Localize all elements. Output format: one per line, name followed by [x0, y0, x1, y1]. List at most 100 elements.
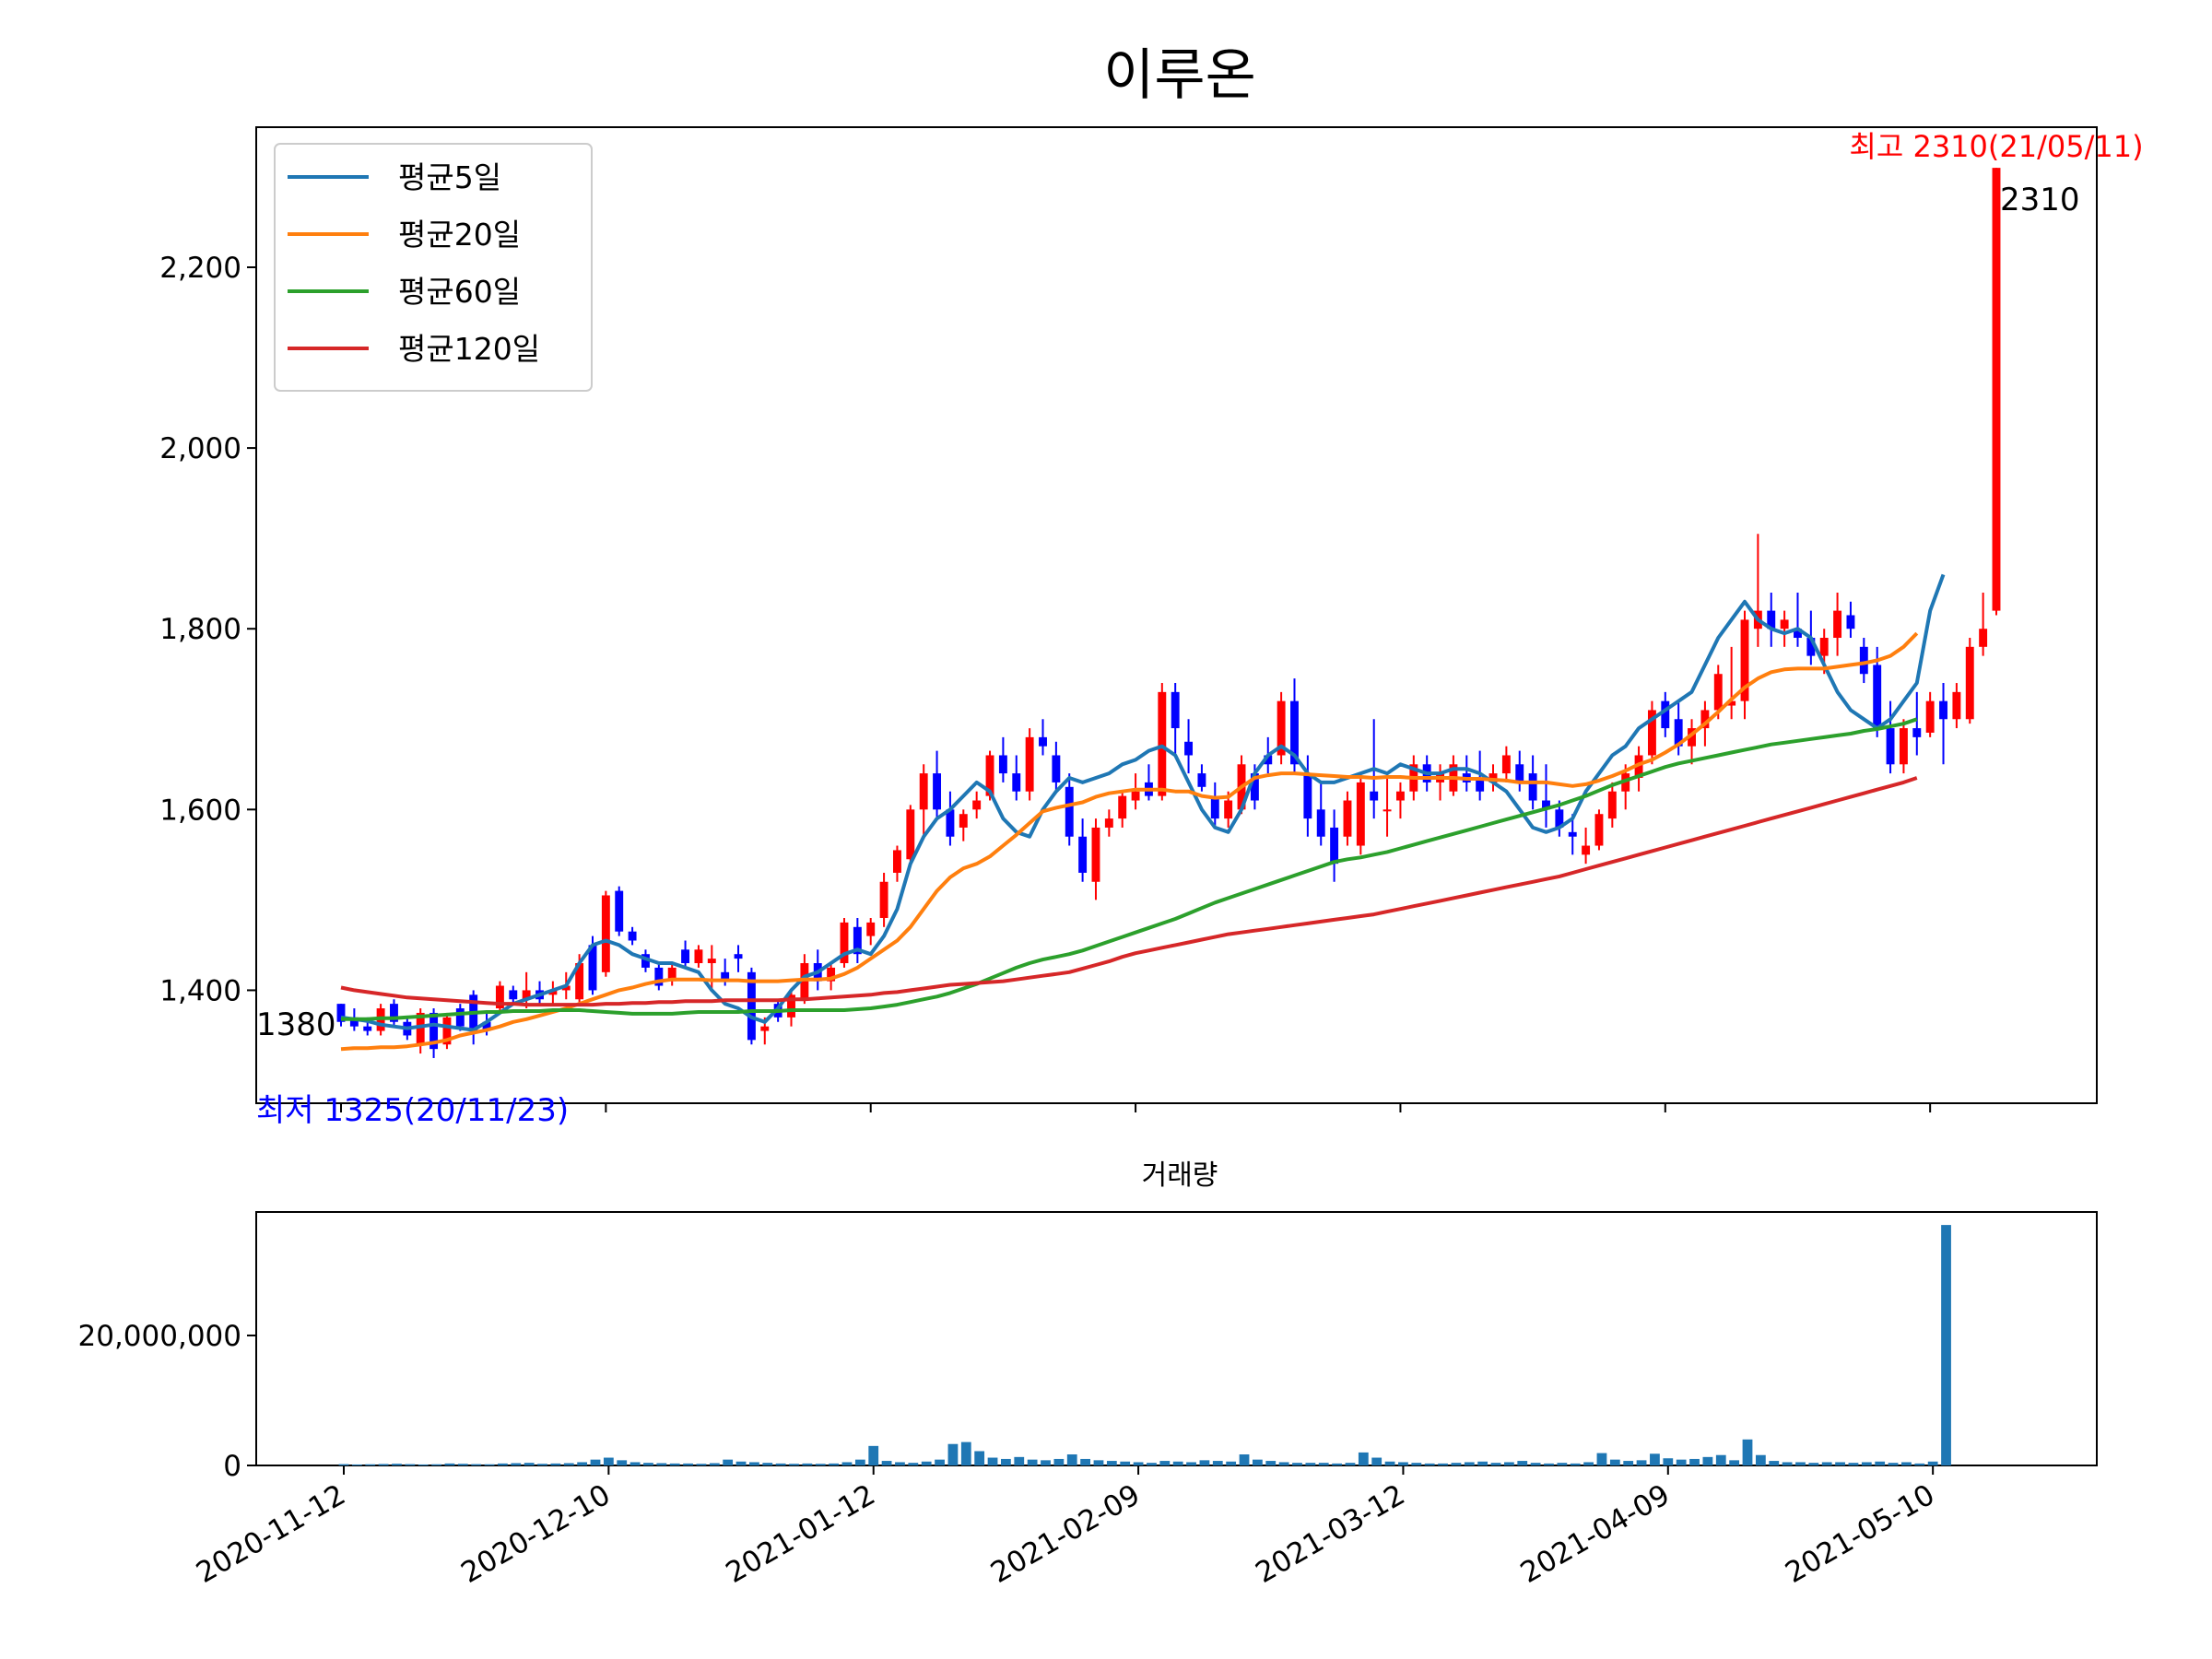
volume-bar [1345, 1463, 1356, 1465]
candle-body [1713, 674, 1723, 711]
candle [509, 985, 518, 1005]
volume-bar [1503, 1462, 1514, 1465]
candle [390, 999, 398, 1027]
volume-bar [974, 1451, 985, 1465]
volume-bar [1120, 1461, 1131, 1465]
volume-bar [1702, 1456, 1713, 1465]
legend-box [274, 143, 593, 392]
legend-label: 평균20일 [398, 217, 521, 253]
candle [1859, 638, 1868, 684]
candle-body [1078, 836, 1088, 873]
candle [1607, 782, 1617, 828]
volume-bar [1715, 1454, 1726, 1465]
volume-bar [1914, 1463, 1925, 1465]
candle [1886, 700, 1895, 774]
volume-bar [563, 1463, 574, 1465]
candle-body [866, 922, 876, 936]
candle-body [654, 967, 664, 986]
volume-bar [1650, 1453, 1660, 1465]
volume-bar [498, 1463, 508, 1465]
candle [879, 872, 888, 927]
candle [442, 1012, 452, 1050]
candle-body [416, 1012, 425, 1045]
candle [641, 949, 650, 972]
candle [1912, 691, 1922, 756]
candle [667, 963, 677, 986]
candle-body [1806, 638, 1816, 656]
candle-body [933, 773, 942, 810]
candle-body [1356, 782, 1365, 846]
candle-body [1528, 773, 1537, 801]
candle-body [1250, 773, 1259, 801]
candle-body [363, 1026, 372, 1031]
volume-bar [868, 1445, 879, 1465]
volume-bar [709, 1463, 720, 1465]
candle-body [1316, 809, 1325, 837]
candle [1833, 592, 1842, 656]
volume-bar [1332, 1463, 1342, 1465]
volume-bar [1147, 1463, 1157, 1465]
volume-bar [1755, 1454, 1766, 1465]
volume-bar [1253, 1459, 1263, 1465]
candle-body [1700, 710, 1710, 729]
volume-bar [590, 1459, 601, 1465]
ma-line-1 [340, 573, 1946, 1032]
candle-body [1065, 786, 1074, 837]
volume-bar [1464, 1462, 1475, 1465]
volume-bar [1782, 1462, 1793, 1465]
candle-body [840, 922, 849, 964]
candle-body [998, 755, 1007, 774]
candle-body [1674, 719, 1683, 747]
volume-bar [603, 1457, 614, 1465]
candle [1210, 782, 1219, 828]
volume-bar [524, 1463, 535, 1465]
candle-body [1197, 773, 1206, 787]
candle [1939, 683, 1947, 765]
candle-body [601, 895, 610, 972]
volume-bar [629, 1462, 641, 1465]
volume-bar [908, 1463, 919, 1465]
volume-bar [444, 1463, 455, 1465]
candle [1184, 719, 1194, 774]
candle [1025, 728, 1034, 801]
volume-bar [617, 1460, 628, 1465]
volume-bar [1014, 1456, 1025, 1465]
price-y-tick-label: 1,400 [159, 974, 241, 1007]
first-close-annotation: 1380 [256, 1006, 336, 1043]
candle-body [1912, 728, 1922, 737]
candle-body [1952, 691, 1961, 720]
volume-bar [1053, 1458, 1065, 1465]
volume-bar [378, 1464, 389, 1465]
volume-bar [1066, 1454, 1077, 1465]
volume-bar [1821, 1462, 1832, 1465]
volume-bar [1318, 1463, 1329, 1465]
volume-bar [735, 1461, 747, 1465]
volume-bar [643, 1463, 653, 1465]
price-plot-frame [255, 126, 2098, 1104]
candle [1277, 691, 1286, 765]
volume-bar [1676, 1459, 1687, 1465]
volume-bar [881, 1461, 892, 1465]
volume-bar [1438, 1463, 1448, 1465]
candle [1501, 746, 1511, 782]
candle-body [1382, 809, 1392, 812]
candle [1012, 755, 1021, 801]
price-y-axis: 1,400 1,600 1,800 2,000 2,200 [159, 252, 256, 1007]
volume-bar [1424, 1463, 1435, 1465]
candle-body [1647, 710, 1656, 756]
volume-bar [762, 1463, 773, 1465]
candle-body [1859, 646, 1868, 675]
legend-entry: 평균60일 [288, 274, 521, 310]
candle [946, 791, 955, 846]
candle-body [1039, 736, 1047, 747]
candle-body [707, 959, 716, 964]
candle-body [442, 1017, 452, 1045]
volume-bar [1411, 1463, 1422, 1465]
price-chart-title: 이루온 [1103, 43, 1256, 108]
candle [694, 945, 703, 968]
candle-body [455, 1008, 465, 1027]
volume-bar [1239, 1454, 1250, 1465]
candle-body [747, 971, 756, 1041]
candle [707, 945, 716, 991]
